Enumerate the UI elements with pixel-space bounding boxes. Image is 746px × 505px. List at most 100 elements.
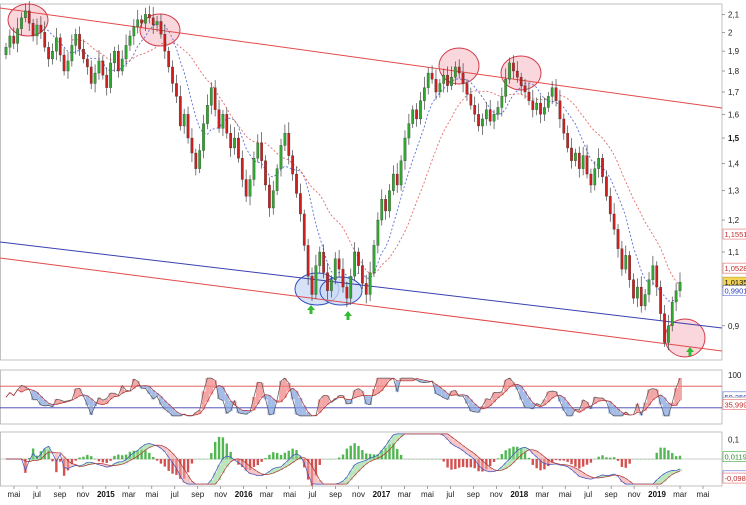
candle-bull: [439, 83, 441, 92]
candle-bear: [532, 101, 534, 110]
candle-bull: [423, 88, 425, 101]
oscillator-fill: [279, 381, 283, 402]
x-tick-label: mai: [697, 490, 710, 499]
macd-histogram-bar: [210, 453, 212, 459]
candle-bear: [566, 133, 568, 148]
candle-bull: [94, 73, 96, 83]
candle-bull: [667, 326, 669, 343]
macd-histogram-bar: [535, 459, 537, 468]
candle-bull: [485, 110, 487, 119]
macd-histogram-bar: [160, 459, 162, 464]
macd-cloud: [655, 480, 659, 484]
macd-histogram-bar: [117, 455, 119, 460]
macd-histogram-bar: [350, 446, 352, 460]
oscillator-fill: [666, 403, 670, 416]
candle-bull: [20, 18, 22, 29]
x-tick-label: 2018: [510, 490, 528, 499]
macd-histogram-bar: [566, 459, 568, 462]
candle-bear: [148, 14, 150, 18]
macd-histogram-bar: [51, 459, 53, 461]
x-tick-label: 2017: [373, 490, 391, 499]
candle-bear: [632, 280, 634, 298]
macd-histogram-bar: [94, 459, 96, 460]
x-tick-label: sep: [53, 490, 66, 499]
candle-bull: [253, 158, 255, 179]
candle-bear: [90, 67, 92, 84]
candle-bull: [501, 96, 503, 107]
y-tick-label: 1,6: [728, 110, 740, 119]
candle-bear: [346, 287, 348, 298]
macd-histogram-bar: [497, 458, 499, 459]
macd-histogram-bar: [400, 455, 402, 459]
candle-bear: [195, 153, 197, 169]
macd-cloud: [186, 475, 190, 484]
candle-bull: [125, 45, 127, 59]
candle-bull: [551, 88, 553, 97]
macd-histogram-bar: [590, 459, 592, 463]
candle-bear: [605, 177, 607, 197]
macd-histogram-bar: [609, 458, 611, 460]
candle-bull: [412, 110, 414, 124]
candle-bull: [98, 61, 100, 73]
macd-histogram-bar: [102, 459, 104, 462]
macd-histogram-bar: [443, 459, 445, 462]
candle-bear: [191, 138, 193, 153]
candle-bull: [109, 63, 111, 88]
candle-bear: [474, 105, 476, 114]
candle-bull: [443, 75, 445, 83]
y-tick-label: 2,1: [728, 10, 740, 19]
macd-histogram-bar: [164, 459, 166, 467]
up-arrow-icon: [307, 305, 315, 314]
macd-histogram-bar: [346, 449, 348, 460]
macd-histogram-bar: [601, 455, 603, 459]
macd-histogram-bar: [268, 455, 270, 460]
candle-bear: [167, 51, 169, 67]
candle-bull: [547, 96, 549, 107]
candle-bear: [458, 67, 460, 73]
macd-histogram-bar: [121, 455, 123, 459]
candle-bear: [539, 103, 541, 114]
macd-histogram-bar: [78, 458, 80, 460]
candle-bear: [462, 73, 464, 83]
candle-bull: [16, 29, 18, 44]
candle-bull: [257, 143, 259, 158]
macd-histogram-bar: [257, 459, 259, 465]
candle-bear: [365, 283, 367, 294]
x-tick-label: mai: [145, 490, 158, 499]
macd-histogram-bar: [90, 456, 92, 459]
macd-histogram-bar: [109, 459, 111, 461]
price-badge-label: 1,0528: [725, 264, 746, 273]
macd-histogram-bar: [621, 459, 623, 467]
channel-upper-line: [0, 8, 722, 108]
candle-bear: [152, 18, 154, 25]
oscillator-y-tick: 100: [728, 371, 742, 380]
x-tick-label: nov: [490, 490, 503, 499]
macd-histogram-bar: [659, 448, 661, 460]
candle-bull: [24, 11, 26, 18]
oscillator-fill: [302, 406, 306, 417]
candle-bear: [291, 156, 293, 174]
candle-bear: [578, 153, 580, 169]
macd-histogram-bar: [675, 456, 677, 459]
candle-bull: [71, 45, 73, 61]
candle-bear: [241, 158, 243, 179]
macd-histogram-bar: [187, 459, 189, 472]
candle-bear: [613, 214, 615, 229]
macd-histogram-bar: [342, 455, 344, 460]
candle-bear: [175, 83, 177, 96]
candle-bear: [187, 114, 189, 138]
y-tick-label: 1,2: [728, 216, 740, 225]
candle-bear: [357, 252, 359, 266]
macd-histogram-bar: [450, 459, 452, 470]
macd-cloud: [314, 473, 318, 484]
candle-bull: [508, 63, 510, 79]
y-tick-label: 0,9: [728, 322, 740, 331]
oscillator-fill: [384, 378, 388, 386]
price-badge-label: 1,1551: [725, 230, 746, 239]
candle-bear: [106, 75, 108, 88]
macd-histogram-bar: [458, 459, 460, 468]
candle-bear: [260, 143, 262, 161]
candle-bear: [307, 245, 309, 276]
macd-histogram-bar: [152, 457, 154, 459]
